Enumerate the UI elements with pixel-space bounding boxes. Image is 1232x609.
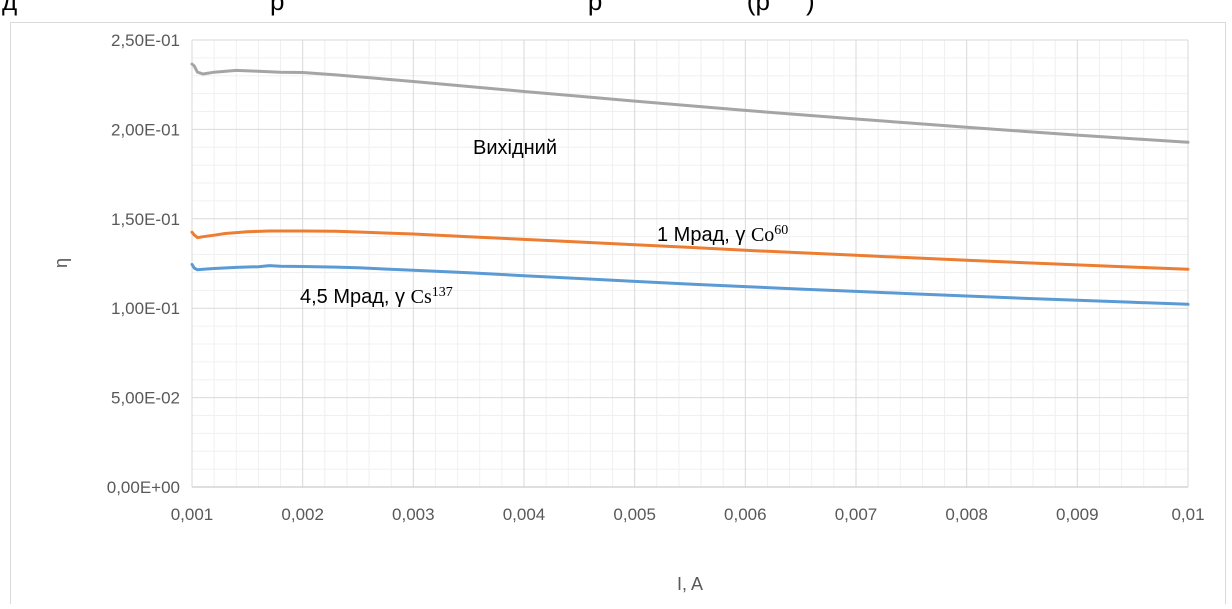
minor-gridlines (192, 40, 1188, 487)
x-tick-label: 0,004 (503, 505, 546, 524)
annotation-part: Co (751, 224, 774, 246)
x-tick-label: 0,005 (613, 505, 656, 524)
annotation-part: Вихідний (473, 137, 557, 159)
x-tick-label: 0,008 (945, 505, 988, 524)
annotation-part: Cs (411, 286, 432, 308)
y-tick-label: 1,00E-01 (111, 299, 180, 318)
y-tick-label: 0,00E+00 (107, 478, 180, 497)
y-tick-label: 2,50E-01 (111, 31, 180, 50)
y-tick-label: 2,00E-01 (111, 120, 180, 139)
annotation-part: 1 Мрад, γ (657, 224, 751, 246)
x-tick-label: 0,002 (281, 505, 324, 524)
series-line-2 (190, 229, 1190, 271)
x-tick-label: 0,01 (1171, 505, 1204, 524)
x-tick-labels: 0,001 0,002 0,003 0,004 0,005 0,006 0,007 0,008… (171, 505, 1205, 524)
x-axis-title: I, A (677, 574, 703, 594)
major-gridlines (191, 39, 1189, 488)
series-line-1 (190, 62, 1190, 144)
x-tick-label: 0,006 (724, 505, 767, 524)
y-tick-label: 5,00E-02 (111, 389, 180, 408)
annotation-part: 4,5 Мрад, γ (300, 286, 411, 308)
y-axis-title: η (51, 258, 71, 268)
chart-border (10, 22, 1226, 609)
x-tick-label: 0,009 (1056, 505, 1099, 524)
annotation-part: 60 (774, 223, 788, 238)
series-lines (190, 62, 1190, 306)
series-line-3 (190, 262, 1190, 306)
x-tick-label: 0,003 (392, 505, 435, 524)
annotation-part: 137 (432, 285, 453, 300)
y-tick-label: 1,50E-01 (111, 210, 180, 229)
x-tick-label: 0,001 (171, 505, 214, 524)
cropped-heading-text: д р р (р ) (2, 0, 815, 16)
x-tick-label: 0,007 (835, 505, 878, 524)
series-label-cs137: 4,5 Мрад, γ Cs137 (300, 285, 453, 309)
series-label-vykhidnyi: Вихідний (473, 137, 557, 159)
series-label-co60: 1 Мрад, γ Co60 (657, 223, 788, 247)
y-tick-labels: 0,00E+00 5,00E-02 1,00E-01 1,50E-01 2,00E-01… (107, 31, 180, 497)
